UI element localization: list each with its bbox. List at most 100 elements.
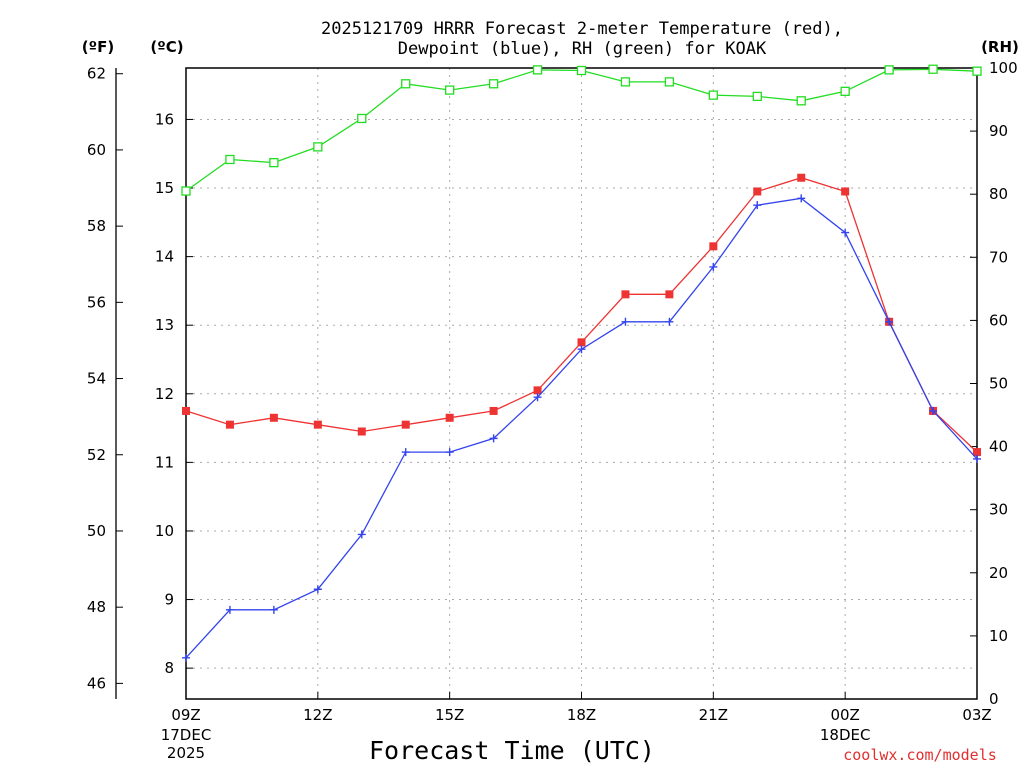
- temperature-point-14: [797, 173, 806, 182]
- rh-point-15: [840, 86, 850, 96]
- x-tick-label-21Z: 21Z: [699, 706, 728, 724]
- rh-point-6: [445, 85, 455, 95]
- rh-tick-label-20: 20: [989, 564, 1008, 582]
- x-tick-label-18Z: 18Z: [567, 706, 596, 724]
- x-tick-date-00Z: 18DEC: [820, 726, 871, 744]
- rh-point-14: [796, 96, 806, 106]
- gridlines: [186, 68, 977, 699]
- dewpoint-point-18: [973, 454, 981, 463]
- temperature-point-8: [533, 386, 542, 395]
- c-tick-label-11: 11: [155, 453, 174, 471]
- dewpoint-point-8: [533, 393, 542, 402]
- dewpoint-point-7: [489, 434, 498, 443]
- c-tick-label-14: 14: [155, 248, 174, 266]
- rh-tick-label-60: 60: [989, 311, 1008, 329]
- x-tick-label-00Z: 00Z: [830, 706, 859, 724]
- x-tick-date-09Z: 17DEC: [161, 726, 212, 744]
- temperature-point-15: [841, 187, 850, 196]
- rh-unit-label: (RH): [981, 38, 1019, 56]
- x-tick-label-03Z: 03Z: [962, 706, 991, 724]
- f-tick-label-62: 62: [87, 65, 106, 83]
- rh-tick-label-50: 50: [989, 375, 1008, 393]
- rh-point-8: [532, 65, 543, 75]
- rh-point-12: [708, 90, 718, 100]
- x-tick-label-12Z: 12Z: [303, 706, 332, 724]
- rh-point-18: [972, 66, 982, 76]
- c-tick-label-13: 13: [155, 316, 174, 334]
- temperature-point-13: [753, 187, 762, 196]
- f-tick-label-50: 50: [87, 522, 106, 540]
- data-series: [181, 64, 982, 662]
- rh-tick-label-100: 100: [989, 59, 1018, 77]
- dewpoint-point-6: [445, 448, 454, 457]
- f-tick-label-46: 46: [87, 674, 106, 692]
- rh-point-3: [313, 142, 323, 152]
- temperature-point-9: [577, 338, 586, 347]
- x-tick-label-09Z: 09Z: [171, 706, 200, 724]
- rh-point-11: [664, 77, 675, 87]
- temperature-point-11: [665, 290, 674, 299]
- dewpoint-series: [182, 194, 981, 662]
- dewpoint-point-1: [225, 605, 234, 614]
- dewpoint-point-11: [665, 317, 674, 326]
- c-tick-label-9: 9: [164, 591, 174, 609]
- dewpoint-point-13: [753, 201, 762, 210]
- temperature-point-4: [357, 427, 366, 436]
- rh-point-13: [752, 91, 762, 102]
- rh-series: [181, 64, 982, 196]
- rh-point-2: [269, 157, 279, 168]
- dewpoint-point-12: [709, 262, 718, 271]
- f-tick-label-48: 48: [87, 598, 106, 616]
- f-tick-label-52: 52: [87, 446, 106, 464]
- rh-tick-label-30: 30: [989, 501, 1008, 519]
- x-tick-label-15Z: 15Z: [435, 706, 464, 724]
- f-tick-label-58: 58: [87, 217, 106, 235]
- temperature-point-0: [182, 406, 190, 415]
- rh-point-17: [928, 64, 938, 74]
- rh-tick-label-10: 10: [989, 627, 1008, 645]
- c-tick-label-12: 12: [155, 385, 174, 403]
- c-tick-label-8: 8: [164, 659, 174, 677]
- rh-tick-label-0: 0: [989, 690, 999, 708]
- temperature-point-3: [313, 420, 322, 429]
- rh-tick-label-90: 90: [989, 122, 1008, 140]
- temperature-point-5: [401, 420, 410, 429]
- x-tick-year-09Z: 2025: [167, 744, 205, 762]
- dewpoint-point-2: [269, 605, 278, 614]
- dewpoint-point-3: [313, 585, 322, 594]
- temperature-point-6: [445, 413, 454, 422]
- temperature-point-18: [973, 448, 981, 457]
- temperature-point-12: [709, 242, 718, 251]
- dewpoint-point-10: [621, 317, 630, 326]
- celsius-unit-label: (ºC): [150, 38, 183, 56]
- chart-title-line2: Dewpoint (blue), RH (green) for KOAK: [398, 39, 767, 59]
- f-tick-label-54: 54: [87, 370, 106, 388]
- dewpoint-point-15: [841, 228, 850, 237]
- rh-point-0: [181, 186, 191, 196]
- rh-point-4: [357, 113, 367, 124]
- dewpoint-point-9: [577, 345, 586, 354]
- c-tick-label-16: 16: [155, 110, 174, 128]
- x-axis-title: Forecast Time (UTC): [369, 736, 655, 765]
- c-tick-label-15: 15: [155, 179, 174, 197]
- rh-tick-label-80: 80: [989, 185, 1008, 203]
- credit-text: coolwx.com/models: [843, 746, 997, 764]
- chart-title-line1: 2025121709 HRRR Forecast 2-meter Tempera…: [321, 19, 843, 39]
- rh-tick-label-70: 70: [989, 248, 1008, 266]
- temperature-point-7: [489, 406, 498, 415]
- dewpoint-point-14: [797, 194, 806, 203]
- rh-point-9: [576, 65, 587, 76]
- rh-point-1: [225, 154, 235, 165]
- rh-point-16: [884, 65, 894, 75]
- temperature-point-1: [225, 420, 234, 429]
- rh-point-7: [488, 79, 499, 89]
- fahrenheit-unit-label: (ºF): [82, 38, 114, 56]
- f-tick-label-60: 60: [87, 141, 106, 159]
- dewpoint-point-17: [929, 406, 938, 415]
- dewpoint-point-0: [182, 653, 190, 662]
- rh-point-5: [401, 79, 411, 89]
- c-tick-label-10: 10: [155, 522, 174, 540]
- axes: 46 48 50 52 54 56 58 60 62 8 9 10 11 12 13 14 15 16 0 10 20 3…: [87, 59, 1018, 762]
- rh-tick-label-40: 40: [989, 438, 1008, 456]
